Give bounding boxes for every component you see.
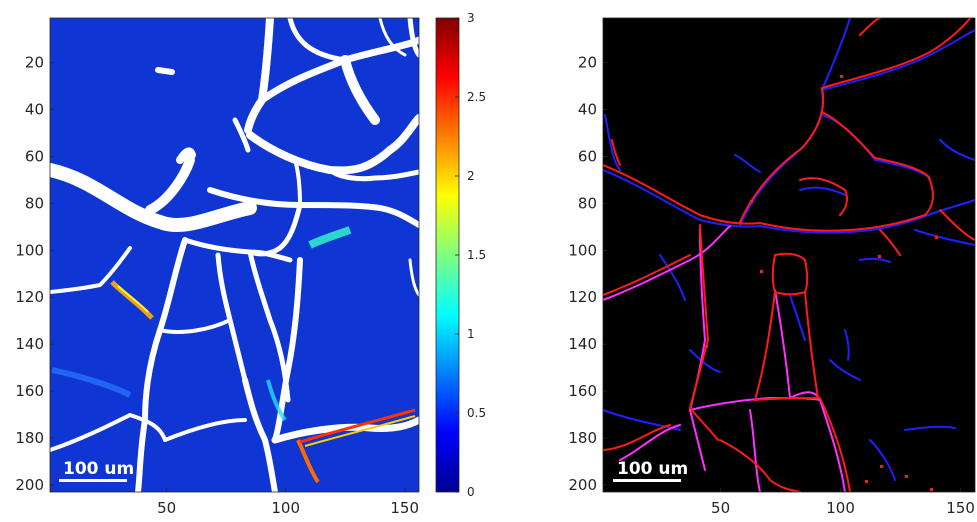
left-y-tick-label: 140 [15,335,44,353]
right-y-tick-label: 100 [568,241,597,259]
right-panel: 20 40 60 80 100 120 140 160 180 200 50 100 150 100 … [568,17,976,517]
right-y-tick-label: 80 [578,194,597,212]
right-y-tick-label: 40 [578,101,597,119]
left-y-tick-label: 160 [15,382,44,400]
colorbar-tick-label: 0 [467,485,475,499]
right-x-axis: 50 100 150 [711,488,975,517]
right-x-tick-label: 150 [946,499,975,517]
right-axes-frame [602,17,976,493]
left-axes-frame [49,17,420,493]
left-x-tick-label: 50 [157,499,176,517]
colorbar-tick-label: 1.5 [467,248,486,262]
right-y-tick-label: 60 [578,147,597,165]
right-plot-area [603,18,975,492]
left-scale-bar-line [59,479,127,482]
right-y-tick-label: 140 [568,335,597,353]
colorbar-ticks: 0 0.5 1 1.5 2 2.5 3 [455,11,486,499]
left-y-tick-label: 200 [15,476,44,494]
left-x-tick-label: 100 [271,499,300,517]
right-y-tick-label: 20 [578,54,597,72]
colorbar-tick-label: 2 [467,169,475,183]
left-y-tick-label: 40 [25,101,44,119]
right-x-tick-label: 50 [711,499,730,517]
colorbar-tick-label: 1 [467,327,475,341]
colorbar-tick-label: 3 [467,11,475,25]
right-y-tick-label: 120 [568,288,597,306]
left-y-axis: 20 40 60 80 100 120 140 160 180 200 [15,54,54,494]
colorbar-tick-label: 2.5 [467,90,486,104]
left-y-tick-label: 60 [25,147,44,165]
left-x-tick-label: 150 [390,499,419,517]
left-y-tick-label: 180 [15,429,44,447]
right-scale-bar: 100 um [613,459,688,482]
left-y-tick-label: 100 [15,241,44,259]
left-y-tick-label: 20 [25,54,44,72]
left-scale-bar: 100 um [59,459,134,482]
left-x-axis: 50 100 150 [157,488,419,517]
right-boundary-image [603,18,975,492]
right-y-axis: 20 40 60 80 100 120 140 160 180 200 [568,54,607,494]
left-heatmap-image [50,18,419,492]
colorbar: 0 0.5 1 1.5 2 2.5 3 [435,11,486,499]
colorbar-tick-label: 0.5 [467,406,486,420]
right-x-tick-label: 100 [826,499,855,517]
right-y-tick-label: 180 [568,429,597,447]
right-scale-bar-label: 100 um [617,459,688,479]
right-y-tick-label: 160 [568,382,597,400]
left-y-tick-label: 80 [25,194,44,212]
left-panel: 20 40 60 80 100 120 140 160 180 200 50 100 150 100 … [15,17,420,517]
left-scale-bar-label: 100 um [63,459,134,479]
right-y-tick-label: 200 [568,476,597,494]
right-scale-bar-line [613,479,681,482]
left-y-tick-label: 120 [15,288,44,306]
